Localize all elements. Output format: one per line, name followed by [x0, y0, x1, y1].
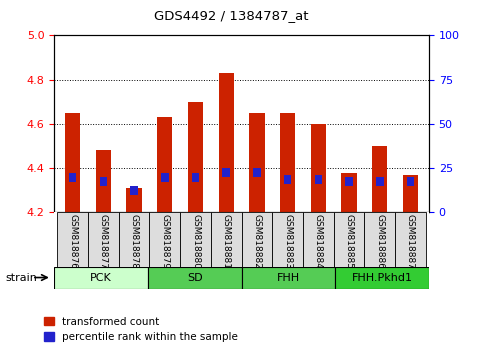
FancyBboxPatch shape	[242, 212, 272, 267]
FancyBboxPatch shape	[211, 212, 242, 267]
Bar	[341, 173, 357, 212]
FancyBboxPatch shape	[57, 212, 88, 267]
Bar	[407, 177, 414, 186]
FancyBboxPatch shape	[395, 212, 426, 267]
Text: FHH.Pkhd1: FHH.Pkhd1	[352, 273, 413, 282]
Bar	[345, 177, 353, 186]
Text: GSM818884: GSM818884	[314, 214, 323, 269]
Bar	[218, 73, 234, 212]
Bar	[403, 175, 418, 212]
Bar	[65, 113, 80, 212]
Bar	[157, 117, 173, 212]
Bar	[69, 173, 76, 182]
Bar	[284, 175, 291, 184]
FancyBboxPatch shape	[149, 212, 180, 267]
Text: GDS4492 / 1384787_at: GDS4492 / 1384787_at	[154, 9, 309, 22]
Text: GSM818883: GSM818883	[283, 214, 292, 269]
FancyBboxPatch shape	[272, 212, 303, 267]
Bar	[311, 124, 326, 212]
FancyBboxPatch shape	[364, 212, 395, 267]
Bar	[192, 173, 199, 182]
Text: GSM818882: GSM818882	[252, 214, 261, 269]
Text: GSM818887: GSM818887	[406, 214, 415, 269]
Text: GSM818880: GSM818880	[191, 214, 200, 269]
FancyBboxPatch shape	[119, 212, 149, 267]
Bar	[253, 168, 261, 177]
FancyBboxPatch shape	[303, 212, 334, 267]
Bar	[96, 150, 111, 212]
Bar	[100, 177, 107, 186]
Bar	[161, 173, 169, 182]
Text: GSM818885: GSM818885	[345, 214, 353, 269]
Text: strain: strain	[5, 273, 37, 283]
FancyBboxPatch shape	[335, 267, 429, 289]
Text: GSM818879: GSM818879	[160, 214, 169, 269]
Text: PCK: PCK	[90, 273, 112, 282]
Text: GSM818886: GSM818886	[375, 214, 384, 269]
Text: FHH: FHH	[277, 273, 300, 282]
Bar	[188, 102, 203, 212]
FancyBboxPatch shape	[180, 212, 211, 267]
Bar	[222, 168, 230, 177]
FancyBboxPatch shape	[242, 267, 335, 289]
Bar	[249, 113, 265, 212]
Bar	[315, 175, 322, 184]
Bar	[130, 186, 138, 195]
FancyBboxPatch shape	[88, 212, 119, 267]
Text: GSM818881: GSM818881	[222, 214, 231, 269]
Bar	[376, 177, 384, 186]
Bar	[372, 146, 387, 212]
Text: GSM818876: GSM818876	[68, 214, 77, 269]
Legend: transformed count, percentile rank within the sample: transformed count, percentile rank withi…	[39, 313, 243, 346]
Bar	[126, 188, 142, 212]
Text: SD: SD	[187, 273, 203, 282]
FancyBboxPatch shape	[148, 267, 242, 289]
Text: GSM818877: GSM818877	[99, 214, 108, 269]
Text: GSM818878: GSM818878	[130, 214, 139, 269]
Bar	[280, 113, 295, 212]
FancyBboxPatch shape	[334, 212, 364, 267]
FancyBboxPatch shape	[54, 267, 148, 289]
